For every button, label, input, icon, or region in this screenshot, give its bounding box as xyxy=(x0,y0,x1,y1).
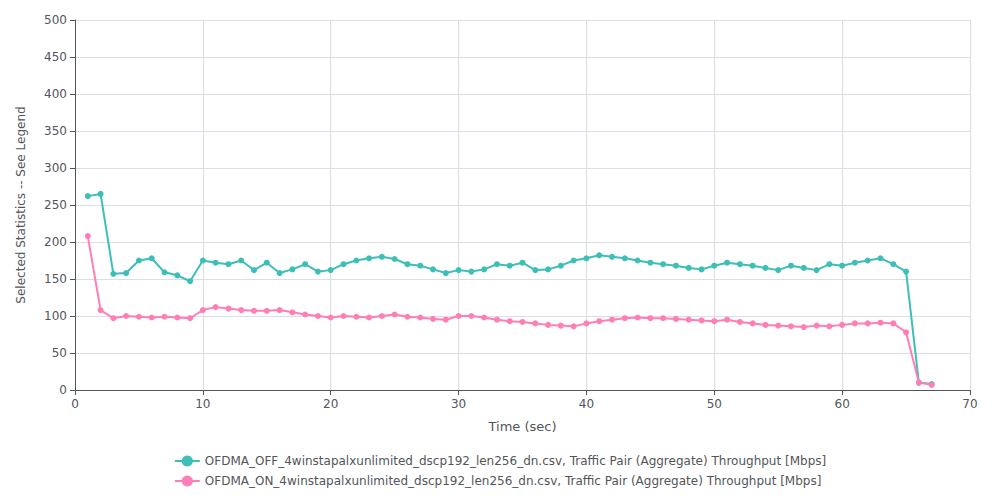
svg-text:0: 0 xyxy=(71,397,79,411)
svg-text:0: 0 xyxy=(59,383,67,397)
svg-text:40: 40 xyxy=(579,397,594,411)
svg-text:300: 300 xyxy=(44,161,67,175)
svg-text:500: 500 xyxy=(44,13,67,27)
svg-text:350: 350 xyxy=(44,124,67,138)
svg-text:OFDMA_ON_4winstapalxunlimited_: OFDMA_ON_4winstapalxunlimited_dscp192_le… xyxy=(205,474,822,488)
svg-text:150: 150 xyxy=(44,272,67,286)
svg-text:450: 450 xyxy=(44,50,67,64)
svg-text:10: 10 xyxy=(195,397,210,411)
svg-text:Selected Statistics -- See Leg: Selected Statistics -- See Legend xyxy=(14,106,28,303)
svg-text:Time (sec): Time (sec) xyxy=(487,419,556,434)
svg-text:50: 50 xyxy=(52,346,67,360)
svg-text:250: 250 xyxy=(44,198,67,212)
svg-text:400: 400 xyxy=(44,87,67,101)
svg-text:200: 200 xyxy=(44,235,67,249)
svg-text:20: 20 xyxy=(323,397,338,411)
svg-text:70: 70 xyxy=(962,397,977,411)
svg-text:30: 30 xyxy=(451,397,466,411)
svg-text:100: 100 xyxy=(44,309,67,323)
svg-text:60: 60 xyxy=(835,397,850,411)
svg-text:OFDMA_OFF_4winstapalxunlimited: OFDMA_OFF_4winstapalxunlimited_dscp192_l… xyxy=(205,454,826,468)
svg-text:50: 50 xyxy=(707,397,722,411)
